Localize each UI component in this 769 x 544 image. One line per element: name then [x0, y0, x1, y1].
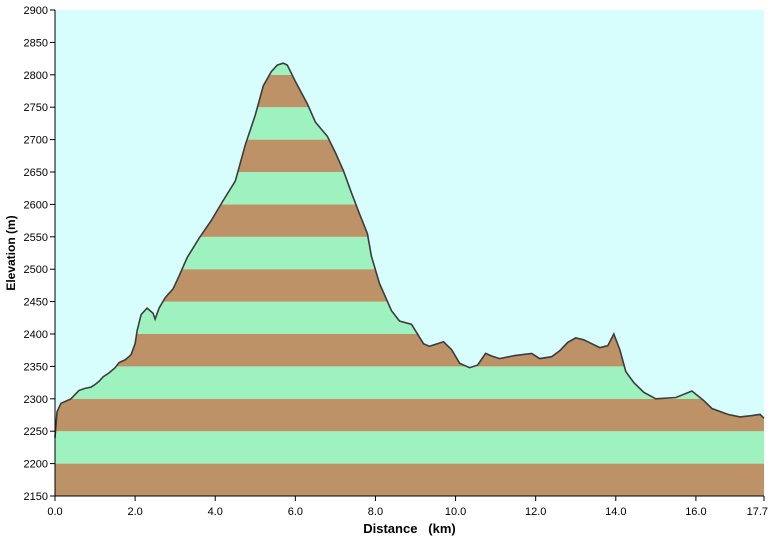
x-axis-label: Distance (km): [363, 521, 455, 536]
y-tick-label: 2650: [24, 167, 48, 179]
x-tick-label: 12.0: [525, 506, 546, 518]
x-tick-label: 4.0: [208, 506, 223, 518]
y-tick-label: 2750: [24, 102, 48, 114]
x-tick-label: 0.0: [47, 506, 62, 518]
elevation-band: [55, 398, 764, 432]
y-tick-label: 2550: [24, 232, 48, 244]
x-tick-label: 16.0: [685, 506, 706, 518]
y-tick-label: 2250: [24, 426, 48, 438]
x-tick-label: 6.0: [288, 506, 303, 518]
x-tick-label: 8.0: [368, 506, 383, 518]
y-tick-label: 2300: [24, 394, 48, 406]
elevation-band: [55, 463, 764, 496]
x-tick-label: 17.7: [747, 506, 768, 518]
y-axis-ticks: 2150 2200 2250 2300 2350 2400 2450 2500 2550 2600…: [24, 5, 55, 503]
y-tick-label: 2600: [24, 199, 48, 211]
y-axis-label: Elevation (m): [4, 215, 18, 290]
x-tick-label: 2.0: [127, 506, 142, 518]
y-tick-label: 2850: [24, 37, 48, 49]
y-tick-label: 2150: [24, 491, 48, 503]
elevation-profile-line: [54, 62, 765, 438]
y-tick-label: 2450: [24, 297, 48, 309]
x-tick-label: 14.0: [605, 506, 626, 518]
y-tick-label: 2900: [24, 5, 48, 17]
x-axis-ticks: 0.0 2.0 4.0 6.0 8.0 10.0 12.0 14.0 16.0 17.7: [47, 496, 768, 518]
y-tick-label: 2200: [24, 459, 48, 471]
y-tick-label: 2800: [24, 70, 48, 82]
y-tick-label: 2400: [24, 329, 48, 341]
y-tick-label: 2700: [24, 135, 48, 147]
elevation-band: [55, 431, 764, 464]
x-tick-label: 10.0: [445, 506, 466, 518]
y-tick-label: 2350: [24, 361, 48, 373]
y-tick-label: 2500: [24, 264, 48, 276]
